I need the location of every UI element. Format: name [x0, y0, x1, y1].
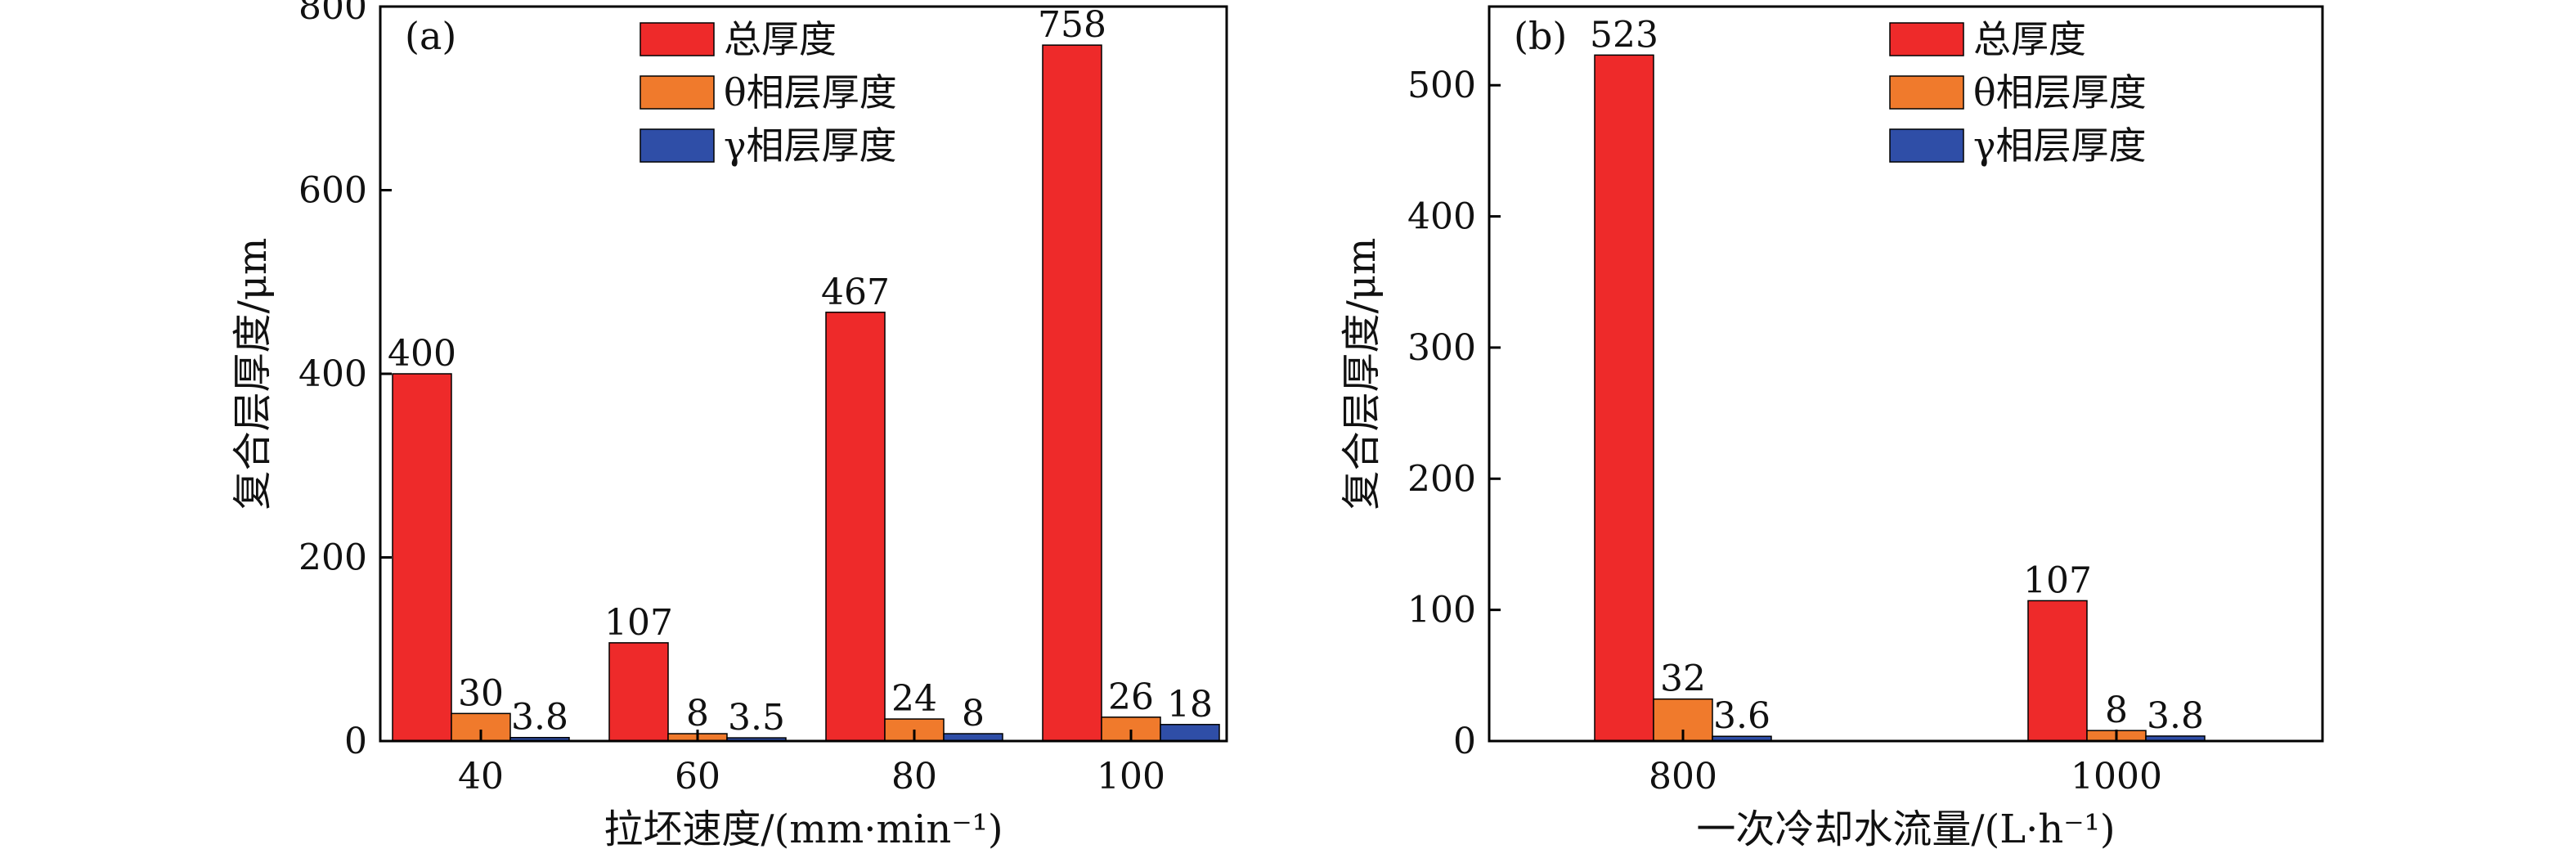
legend-label: θ相层厚度 — [724, 70, 897, 115]
y-axis-title: 复合层厚度/μm — [1339, 238, 1384, 510]
y-tick-label: 400 — [298, 353, 367, 395]
y-tick-label: 500 — [1407, 65, 1476, 106]
data-label: 8 — [686, 693, 709, 734]
bar-a-s0-c3 — [1042, 44, 1102, 742]
data-label: 24 — [891, 678, 937, 720]
legend-label: 总厚度 — [724, 17, 837, 61]
data-label: 18 — [1167, 684, 1213, 725]
data-label: 8 — [2105, 690, 2128, 731]
data-label: 3.5 — [728, 697, 785, 739]
x-tick-label: 100 — [1097, 756, 1165, 797]
data-label: 107 — [604, 602, 673, 644]
bar-a-s2-c3 — [1160, 724, 1220, 742]
x-tick-label: 80 — [891, 756, 937, 797]
bar-a-s0-c0 — [392, 373, 452, 742]
bar-b-s0-c0 — [1594, 54, 1654, 742]
legend-label: θ相层厚度 — [1973, 70, 2147, 115]
x-tick-label: 1000 — [2071, 756, 2162, 797]
legend-label: γ相层厚度 — [1973, 124, 2147, 168]
x-tick-label: 40 — [458, 756, 504, 797]
data-label: 107 — [2023, 559, 2092, 601]
legend-label: γ相层厚度 — [724, 124, 897, 168]
y-tick-label: 0 — [344, 721, 367, 762]
legend-swatch — [1889, 128, 1964, 163]
legend-swatch — [640, 22, 715, 56]
data-label: 8 — [962, 693, 985, 734]
y-tick-label: 400 — [1407, 196, 1476, 238]
y-tick-label: 200 — [1407, 458, 1476, 500]
data-label: 26 — [1108, 676, 1154, 718]
legend-label: 总厚度 — [1973, 17, 2086, 61]
data-label: 467 — [821, 272, 890, 313]
legend-swatch — [640, 75, 715, 110]
y-tick-label: 200 — [298, 537, 367, 579]
legend-swatch — [1889, 22, 1964, 56]
x-axis-title: 一次冷却水流量/(L·h⁻¹) — [1696, 806, 2115, 852]
bar-a-s0-c2 — [825, 312, 886, 742]
data-label: 32 — [1660, 658, 1706, 700]
bar-a-s0-c1 — [608, 642, 669, 742]
y-tick-label: 100 — [1407, 590, 1476, 631]
y-tick-label: 300 — [1407, 327, 1476, 369]
x-tick-label: 800 — [1649, 756, 1717, 797]
data-label: 523 — [1590, 14, 1658, 56]
bar-b-s0-c1 — [2027, 600, 2088, 742]
legend-swatch — [640, 128, 715, 163]
panel-label: (a) — [405, 14, 456, 58]
bar-b-s1-c0 — [1653, 698, 1713, 742]
panel-label: (b) — [1514, 14, 1567, 58]
y-tick-label: 800 — [298, 0, 367, 28]
x-tick-label: 60 — [675, 756, 720, 797]
y-tick-label: 600 — [298, 170, 367, 212]
data-label: 3.6 — [1713, 695, 1770, 737]
y-tick-label: 0 — [1453, 721, 1476, 762]
data-label: 3.8 — [2147, 695, 2204, 737]
plot-frame — [1488, 5, 2324, 743]
data-label: 400 — [388, 333, 456, 375]
x-axis-title: 拉坯速度/(mm·min⁻¹) — [604, 806, 1003, 852]
y-axis-title: 复合层厚度/μm — [230, 238, 276, 510]
legend-swatch — [1889, 75, 1964, 110]
data-label: 3.8 — [511, 697, 568, 739]
data-label: 758 — [1038, 4, 1106, 46]
data-label: 30 — [458, 672, 504, 714]
